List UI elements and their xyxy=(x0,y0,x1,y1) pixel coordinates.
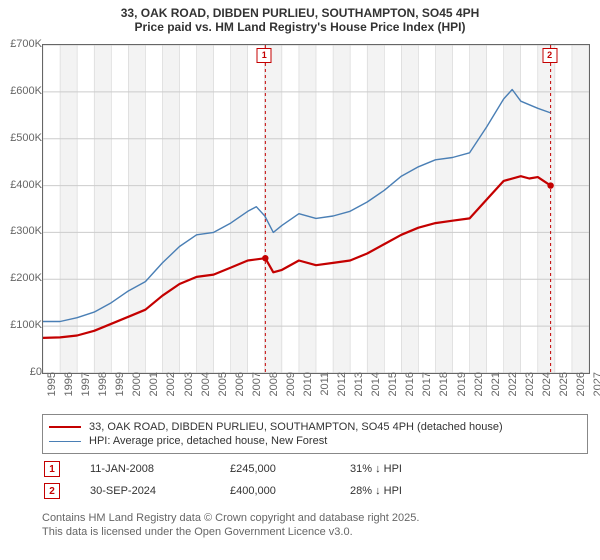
legend: 33, OAK ROAD, DIBDEN PURLIEU, SOUTHAMPTO… xyxy=(42,414,588,454)
transaction-price: £400,000 xyxy=(230,485,350,497)
x-tick-label: 2016 xyxy=(404,372,416,402)
legend-label: HPI: Average price, detached house, New … xyxy=(89,435,327,447)
x-tick-label: 2008 xyxy=(268,372,280,402)
chart-container: 33, OAK ROAD, DIBDEN PURLIEU, SOUTHAMPTO… xyxy=(0,0,600,560)
chart-title: 33, OAK ROAD, DIBDEN PURLIEU, SOUTHAMPTO… xyxy=(0,0,600,36)
x-tick-label: 1997 xyxy=(80,372,92,402)
x-tick-label: 2000 xyxy=(131,372,143,402)
marker-badge-2: 2 xyxy=(44,483,60,499)
legend-swatch-blue xyxy=(49,441,81,442)
x-tick-label: 2027 xyxy=(592,372,600,402)
legend-item: HPI: Average price, detached house, New … xyxy=(49,435,581,447)
x-tick-label: 2012 xyxy=(336,372,348,402)
transaction-date: 30-SEP-2024 xyxy=(90,485,230,497)
chart-marker-badge: 1 xyxy=(257,48,272,63)
x-tick-label: 2021 xyxy=(490,372,502,402)
x-tick-label: 2007 xyxy=(251,372,263,402)
x-tick-label: 2015 xyxy=(387,372,399,402)
x-tick-label: 2018 xyxy=(438,372,450,402)
transaction-date: 11-JAN-2008 xyxy=(90,463,230,475)
x-tick-label: 2013 xyxy=(353,372,365,402)
legend-item: 33, OAK ROAD, DIBDEN PURLIEU, SOUTHAMPTO… xyxy=(49,421,581,433)
footer-attribution: Contains HM Land Registry data © Crown c… xyxy=(42,512,419,540)
footer-line-1: Contains HM Land Registry data © Crown c… xyxy=(42,512,419,526)
y-tick-label: £0 xyxy=(2,366,42,378)
marker-badge-1: 1 xyxy=(44,461,60,477)
x-tick-label: 2009 xyxy=(285,372,297,402)
transaction-row: 1 11-JAN-2008 £245,000 31% ↓ HPI xyxy=(42,461,588,477)
x-tick-label: 2019 xyxy=(456,372,468,402)
x-tick-label: 2022 xyxy=(507,372,519,402)
title-line-1: 33, OAK ROAD, DIBDEN PURLIEU, SOUTHAMPTO… xyxy=(8,6,592,20)
y-tick-label: £400K xyxy=(2,179,42,191)
x-tick-label: 2025 xyxy=(558,372,570,402)
x-tick-label: 2020 xyxy=(473,372,485,402)
transaction-pct: 28% ↓ HPI xyxy=(350,485,470,497)
x-tick-label: 2024 xyxy=(541,372,553,402)
x-tick-label: 2004 xyxy=(200,372,212,402)
x-tick-label: 2017 xyxy=(421,372,433,402)
transaction-pct: 31% ↓ HPI xyxy=(350,463,470,475)
y-tick-label: £500K xyxy=(2,132,42,144)
x-tick-label: 1996 xyxy=(63,372,75,402)
plot-area xyxy=(42,44,590,374)
y-tick-label: £700K xyxy=(2,38,42,50)
footer-line-2: This data is licensed under the Open Gov… xyxy=(42,526,419,540)
legend-swatch-red xyxy=(49,426,81,428)
y-tick-label: £300K xyxy=(2,225,42,237)
x-tick-label: 2023 xyxy=(524,372,536,402)
x-tick-label: 2005 xyxy=(217,372,229,402)
x-tick-label: 2014 xyxy=(370,372,382,402)
y-tick-label: £100K xyxy=(2,319,42,331)
x-tick-label: 1998 xyxy=(97,372,109,402)
x-tick-label: 2006 xyxy=(234,372,246,402)
x-tick-label: 2003 xyxy=(183,372,195,402)
x-tick-label: 1999 xyxy=(114,372,126,402)
y-tick-label: £600K xyxy=(2,85,42,97)
chart-marker-badge: 2 xyxy=(542,48,557,63)
x-tick-label: 2026 xyxy=(575,372,587,402)
x-tick-label: 2002 xyxy=(165,372,177,402)
transactions-table: 1 11-JAN-2008 £245,000 31% ↓ HPI 2 30-SE… xyxy=(42,458,588,505)
title-line-2: Price paid vs. HM Land Registry's House … xyxy=(8,20,592,34)
x-tick-label: 2011 xyxy=(319,372,331,402)
transaction-price: £245,000 xyxy=(230,463,350,475)
x-tick-label: 2001 xyxy=(148,372,160,402)
x-tick-label: 1995 xyxy=(46,372,58,402)
y-tick-label: £200K xyxy=(2,272,42,284)
plot-svg xyxy=(43,45,589,373)
legend-label: 33, OAK ROAD, DIBDEN PURLIEU, SOUTHAMPTO… xyxy=(89,421,503,433)
x-tick-label: 2010 xyxy=(302,372,314,402)
transaction-row: 2 30-SEP-2024 £400,000 28% ↓ HPI xyxy=(42,483,588,499)
